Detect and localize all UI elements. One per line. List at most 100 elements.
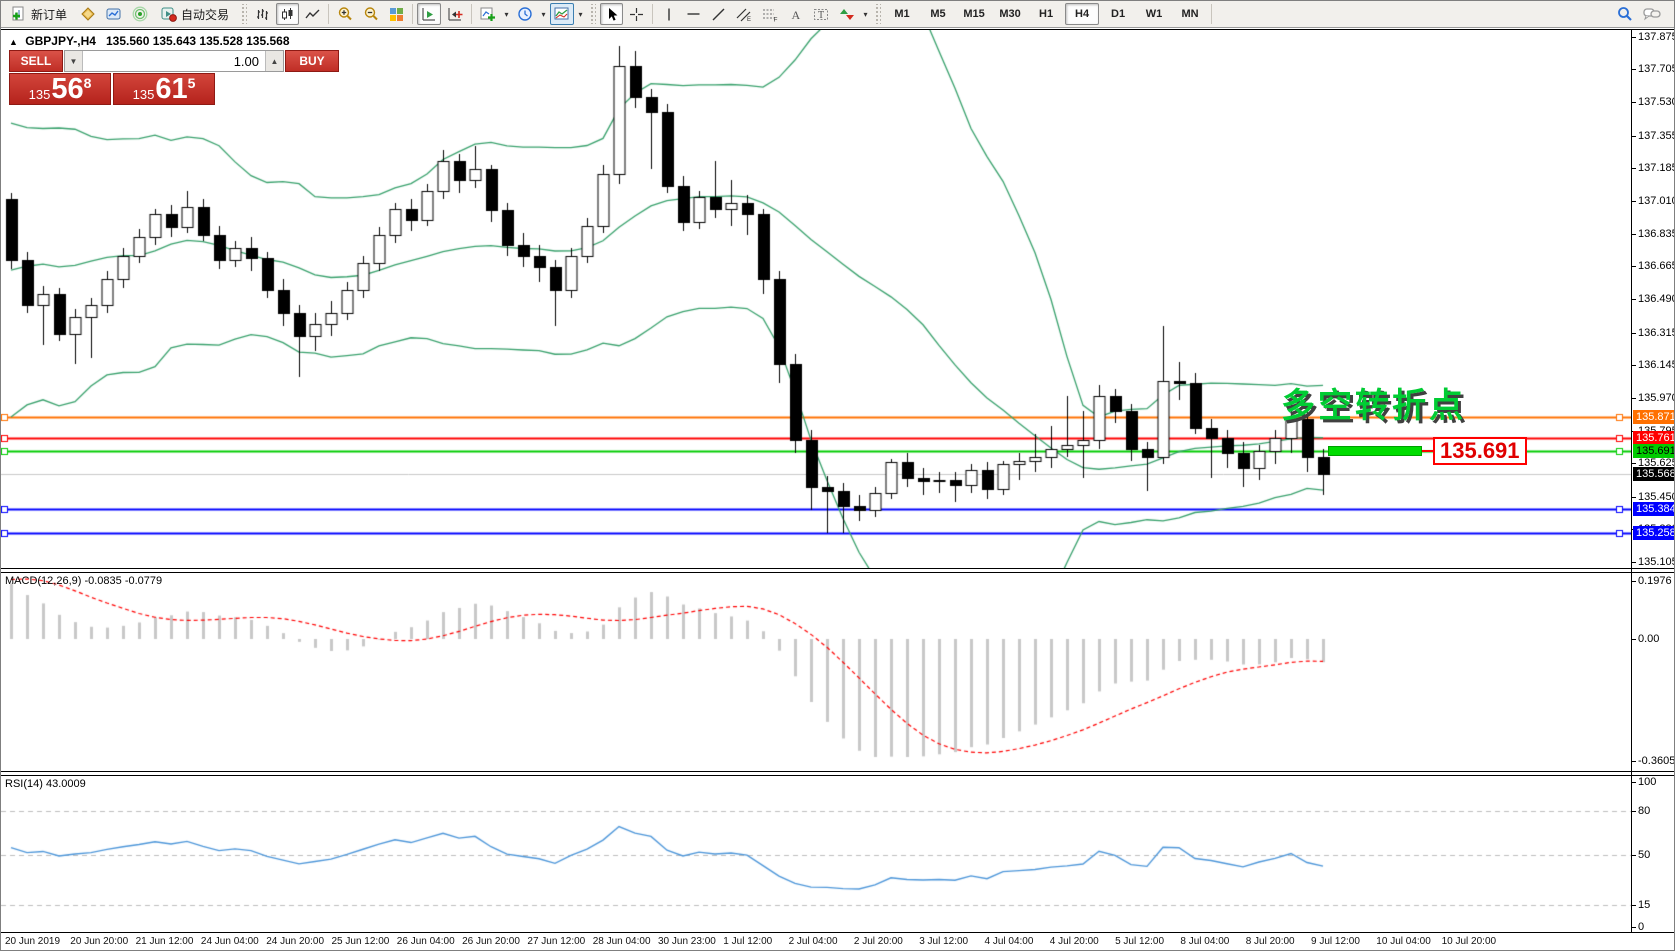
buy-price-pip: 5 (187, 75, 196, 91)
tile-windows-button[interactable] (385, 3, 408, 25)
vertical-line-button[interactable] (657, 3, 680, 25)
volume-increase-button[interactable]: ▲ (266, 51, 283, 71)
templates-dropdown-caret[interactable]: ▾ (578, 9, 583, 19)
chat-button[interactable] (1639, 3, 1665, 25)
turning-point-annotation[interactable]: 多空转折点 (1281, 387, 1466, 425)
pane-divider[interactable] (1, 771, 1674, 776)
time-axis: 20 Jun 2019 20 Jun 20:00 21 Jun 12:00 24 Ju… (1, 932, 1674, 950)
sell-price-tile[interactable]: 135 56 8 (9, 73, 111, 105)
sell-button[interactable]: SELL (9, 50, 63, 72)
horizontal-line-button[interactable] (682, 3, 705, 25)
plot-column: ▲ GBPJPY-,H4 135.560 135.643 135.528 135… (1, 30, 1631, 950)
time-axis-label: 3 Jul 12:00 (919, 936, 969, 947)
crosshair-button[interactable] (625, 3, 648, 25)
arrows-button[interactable] (835, 3, 859, 25)
periods-dropdown-caret[interactable]: ▾ (541, 9, 546, 19)
price-tick-label: 136.490 (1638, 293, 1675, 305)
timeframe-button-m30[interactable]: M30 (999, 8, 1021, 20)
rsi-canvas[interactable] (1, 776, 1631, 932)
timeframe-button-m5[interactable]: M5 (930, 8, 946, 20)
price-tick-label: 137.355 (1638, 130, 1675, 142)
cursor-button[interactable] (600, 3, 624, 25)
timeframe-button-h4[interactable]: H4 (1065, 3, 1100, 25)
fibonacci-button[interactable]: F (758, 3, 782, 25)
buy-price-big: 61 (155, 73, 188, 105)
macd-canvas[interactable] (1, 573, 1631, 771)
highlight-connector-line (1422, 449, 1433, 452)
new-order-label: 新订单 (31, 7, 68, 22)
timeframe-button-mn[interactable]: MN (1181, 8, 1199, 20)
axis-tick-mark (1632, 168, 1636, 169)
macd-pane: MACD(12,26,9) -0.0835 -0.0779 (1, 573, 1631, 771)
text-label-icon: T (813, 7, 829, 22)
zoom-in-button[interactable] (333, 3, 357, 25)
line-chart-icon (305, 7, 320, 22)
toolbar-grip[interactable] (589, 4, 597, 24)
sell-price-prefix: 135 (28, 87, 51, 102)
candlestick-chart-button[interactable] (276, 3, 300, 25)
highlight-level-bar[interactable] (1328, 445, 1422, 456)
timeframe-group: M1 M5 M15 M30 H1 H4 D1 W1 MN (884, 3, 1208, 25)
signals-button[interactable] (128, 3, 152, 25)
price-tick-label: 137.875 (1638, 31, 1675, 43)
volume-stepper: ▼ ▲ (64, 50, 284, 72)
axis-tick-mark (1632, 905, 1636, 906)
timeframe-button-m15[interactable]: M15 (963, 8, 985, 20)
level-price-label: 135.871 (1633, 410, 1674, 424)
buy-button[interactable]: BUY (285, 50, 339, 72)
price-tick-label: 136.835 (1638, 228, 1675, 240)
search-button[interactable] (1613, 3, 1637, 25)
highlight-price-label: 135.691 (1433, 436, 1527, 465)
signals-icon (132, 6, 148, 22)
auto-scroll-button[interactable] (417, 3, 442, 25)
price-tick-label: 136.315 (1638, 327, 1675, 339)
svg-text:F: F (774, 16, 778, 22)
chart-collapse-icon[interactable]: ▲ (9, 37, 18, 47)
axis-tick-mark (1632, 398, 1636, 399)
price-tick-label: 137.185 (1638, 162, 1675, 174)
toolbar-grip[interactable] (240, 4, 248, 24)
line-chart-button[interactable] (301, 3, 324, 25)
bar-chart-button[interactable] (251, 3, 274, 25)
text-label-button[interactable]: T (809, 3, 833, 25)
chat-icon (1643, 6, 1661, 22)
market-watch-button[interactable] (102, 3, 126, 25)
volume-decrease-button[interactable]: ▼ (65, 51, 82, 71)
price-tick-label: 136.145 (1638, 359, 1675, 371)
price-chart-canvas[interactable] (1, 30, 1631, 568)
level-price-label: 135.761 (1633, 431, 1674, 445)
trendline-button[interactable] (707, 3, 730, 25)
templates-button[interactable] (550, 3, 575, 25)
arrows-dropdown-caret[interactable]: ▾ (863, 9, 868, 19)
timeframe-button-m1[interactable]: M1 (894, 8, 910, 20)
indicators-button[interactable] (476, 3, 500, 25)
periods-button[interactable] (513, 3, 537, 25)
market-watch-icon (106, 6, 122, 22)
text-button[interactable]: A (784, 3, 807, 25)
zoom-out-button[interactable] (359, 3, 383, 25)
time-axis-label: 2 Jul 20:00 (853, 936, 903, 947)
pane-divider[interactable] (1, 568, 1674, 573)
timeframe-button-d1[interactable]: D1 (1111, 8, 1126, 20)
candlestick-chart-icon (280, 7, 295, 22)
channel-button[interactable]: E (732, 3, 756, 25)
profiles-button[interactable] (76, 3, 100, 25)
toolbar-grip[interactable] (874, 4, 882, 24)
timeframe-button-w1[interactable]: W1 (1145, 8, 1163, 20)
indicators-dropdown-caret[interactable]: ▾ (504, 9, 509, 19)
autotrading-icon (161, 6, 177, 22)
toolbar-separator (412, 4, 414, 24)
buy-price-tile[interactable]: 135 61 5 (113, 73, 215, 105)
chart-shift-button[interactable] (443, 3, 467, 25)
autotrading-button[interactable]: 自动交易 (154, 3, 236, 25)
rsi-pane: RSI(14) 43.0009 (1, 776, 1631, 932)
axis-tick-mark (1632, 497, 1636, 498)
rsi-axis-label: 50 (1638, 849, 1651, 861)
new-order-button[interactable]: 新订单 (4, 3, 74, 25)
volume-input[interactable] (82, 51, 266, 71)
axis-tick-mark (1632, 69, 1636, 70)
cursor-arrow-icon (605, 7, 619, 22)
macd-header: MACD(12,26,9) -0.0835 -0.0779 (5, 575, 163, 587)
trendline-icon (711, 7, 726, 22)
timeframe-button-h1[interactable]: H1 (1039, 8, 1054, 20)
